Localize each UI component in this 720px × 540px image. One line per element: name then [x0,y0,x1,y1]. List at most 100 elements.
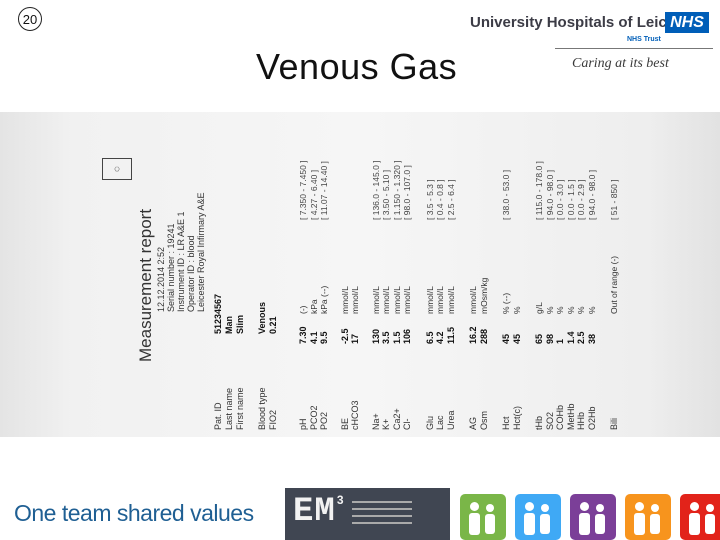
result-unit: (-) [298,305,308,315]
result-unit: % (--) [501,292,511,314]
patient-label: Pat. ID [213,402,223,430]
result-unit: % [544,306,555,314]
result-unit: kPa [308,299,319,314]
result-unit: mmol/L [381,286,391,314]
patient-value: 0.21 [268,316,278,334]
result-range: [ 0.4 - 0.8 ] [435,179,445,220]
report-header-line: Instrument ID : LR A&E 1 [176,211,186,312]
result-unit: % [576,306,586,314]
result-value: 65 [534,333,544,344]
patient-label: Blood type [257,387,267,430]
organisation-name: University Hospitals of Leicester [470,14,703,31]
result-unit: % [565,306,576,314]
result-range: [ 98.0 - 107.0 ] [402,165,412,220]
em3-logo: EM 3 [285,488,450,540]
result-value: 11.5 [445,326,456,344]
result-label: HHb [576,411,586,430]
result-label: MetHb [565,403,576,430]
result-value: 45 [511,333,522,344]
team-value-icon [515,494,561,540]
em3-logo-text: EM [293,493,336,531]
result-unit: g/L [534,302,544,314]
result-value: 1 [555,338,565,344]
team-value-icon [625,494,671,540]
result-unit: mmol/L [350,286,360,314]
measurement-report-photo: ⬡ Measurement report 12.12.2014 2:52 Seri… [0,112,720,437]
slide-title: Venous Gas [256,46,458,87]
result-label: Urea [445,410,456,430]
result-label: pH [298,418,308,430]
result-unit: kPa (--) [319,285,329,314]
result-label: Ca2+ [391,408,402,430]
result-value: 130 [370,328,381,344]
result-label: PCO2 [308,405,319,430]
report-header-line: 12.12.2014 2:52 [156,246,166,312]
result-range: [ 94.0 - 98.0 ] [586,169,597,220]
result-range: [ 1.150 - 1.320 ] [391,160,402,220]
patient-value: Venous [257,301,267,334]
roche-logo-icon: ⬡ [102,158,132,180]
result-range: [ 2.5 - 6.4 ] [445,179,456,220]
result-value: 16.2 [468,326,478,344]
org-divider [555,48,713,49]
slide-number: 20 [18,7,42,31]
result-value: 2.5 [576,331,586,344]
result-label: BE [339,417,350,430]
result-label: tHb [534,415,544,430]
team-value-icon [570,494,616,540]
result-label: SO2 [544,411,555,430]
result-unit: mOsm/kg [478,277,489,314]
patient-label: FIO2 [268,409,278,430]
result-range: [ 0.0 - 3.0 ] [555,179,565,220]
result-value: 7.30 [298,326,308,344]
result-unit: mmol/L [468,286,478,314]
result-unit: % [511,306,522,314]
report-header-line: Operator ID : blood [186,235,196,312]
result-label: O2Hb [586,406,597,430]
result-unit: mmol/L [435,286,445,314]
result-range: [ 0.0 - 2.9 ] [576,179,586,220]
result-range: [ 94.0 - 98.0 ] [544,169,555,220]
tagline: Caring at its best [572,56,669,71]
result-label: Na+ [370,413,381,430]
result-value: 4.2 [435,331,445,344]
nhs-logo: NHS [665,12,709,33]
result-unit: mmol/L [445,286,456,314]
result-value: 1.4 [565,331,576,344]
result-label: Hct(c) [511,406,522,430]
result-label: PO2 [319,411,329,430]
result-range: [ 3.50 - 5.10 ] [381,169,391,220]
patient-value: Man [224,316,234,334]
result-label: Lac [435,415,445,430]
result-value: 4.1 [308,331,319,344]
report-title: Measurement report [136,208,155,362]
patient-value: Slim [235,314,245,334]
patient-label: First name [235,387,245,430]
result-value: 17 [350,333,360,344]
result-range: [ 11.07 - 14.40 ] [319,161,329,220]
result-unit: mmol/L [424,286,435,314]
team-value-icon [460,494,506,540]
result-range: [ 7.350 - 7.450 ] [298,160,308,220]
result-label: COHb [555,404,565,430]
result-label: cHCO3 [350,400,360,430]
team-value-icon [680,494,720,540]
result-label: Hct [501,416,511,431]
result-range: [ 0.0 - 1.5 ] [565,179,576,220]
patient-value: 51234567 [213,293,223,334]
result-range: [ 38.0 - 53.0 ] [501,169,511,220]
result-label: Glu [424,415,435,430]
patient-label: Last name [224,387,234,430]
result-range: [ 51 - 850 ] [609,179,619,220]
result-unit: mmol/L [391,286,402,314]
result-value: 288 [478,328,489,344]
result-unit: Out of range (-) [609,255,619,314]
result-value: 38 [586,333,597,344]
result-value: 98 [544,333,555,344]
result-range: [ 3.5 - 5.3 ] [424,179,435,220]
result-label: K+ [381,418,391,430]
footer-slogan: One team shared values [14,500,254,526]
result-unit: % [586,306,597,314]
result-unit: % [555,306,565,314]
nhs-trust-label: NHS Trust [627,36,661,43]
